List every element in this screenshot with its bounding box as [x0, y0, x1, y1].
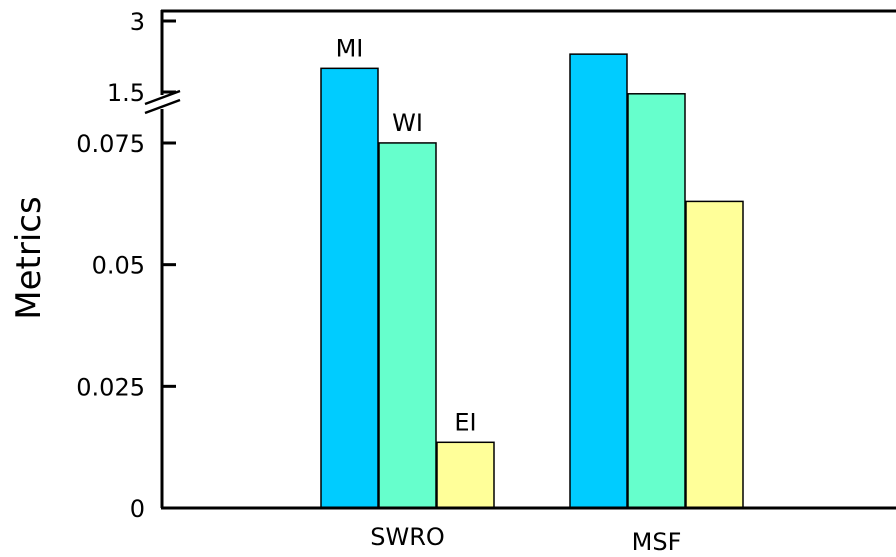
bar-mi-swro [320, 67, 379, 509]
axes-layer [144, 9, 896, 510]
bar-ei-swro [436, 441, 495, 509]
bar-label-mi: MI [336, 34, 364, 62]
bar-label-ei: EI [454, 408, 476, 436]
bars-layer [320, 53, 744, 509]
y-tick-label: 0 [130, 495, 145, 523]
labels-layer: MI WI EI [336, 34, 477, 436]
categories-layer: SWRO MSF [370, 523, 681, 556]
y-tick-label: 0.05 [92, 252, 145, 280]
y-tick-label: 3 [130, 8, 145, 36]
bar-wi-swro [378, 142, 437, 509]
bar-ei-msf [685, 200, 744, 509]
y-tick-label: 1.5 [107, 79, 145, 107]
x-category-label: MSF [632, 528, 682, 556]
bar-label-wi: WI [392, 109, 423, 137]
x-category-label: SWRO [370, 523, 445, 551]
bar-wi-msf [627, 93, 686, 509]
ticks-layer: 0 0.025 0.05 0.075 1.5 3 [76, 8, 176, 523]
y-axis-label: Metrics [9, 196, 49, 319]
bar-mi-msf [569, 53, 628, 509]
y-tick-label: 0.075 [76, 130, 145, 158]
y-tick-label: 0.025 [76, 373, 145, 401]
